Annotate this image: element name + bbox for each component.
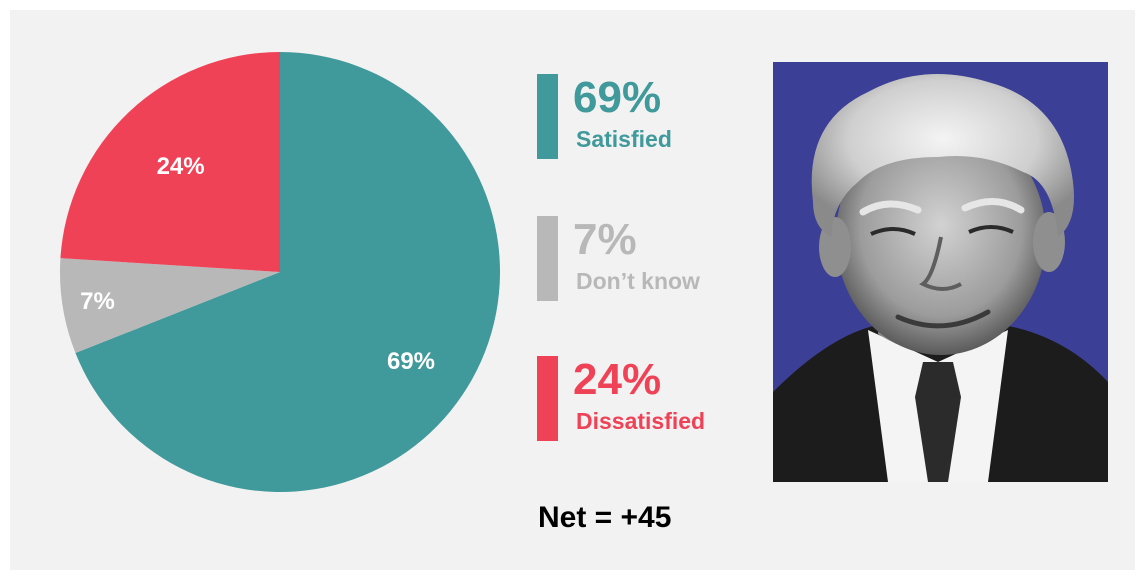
nose [919,236,962,291]
legend-label-dissatisfied: Dissatisfied [576,408,706,434]
legend-swatch-satisfied [537,74,558,159]
portrait-illustration [773,62,1108,482]
pie-slice-satisfied [75,52,501,492]
legend-percent-dissatisfied: 24% [573,355,662,404]
left-brow [859,200,922,216]
pie-label-dissatisfied: 24% [157,153,205,180]
net-score: Net = +45 [538,501,672,534]
left-eye [870,227,916,236]
hair-shape [811,74,1074,237]
legend-label-dont-know: Don’t know [576,268,700,294]
pie-slice-dont-know [60,258,281,353]
pie-label-dont-know: 7% [80,288,115,315]
pie-slice-dissatisfied [60,52,281,272]
right-eye [968,225,1014,234]
mouth [895,309,991,329]
pie-label-satisfied: 69% [387,348,435,375]
right-brow [961,198,1025,214]
legend-percent-satisfied: 69% [573,73,662,122]
legend-swatch-dont-know [537,216,558,301]
portrait-photo [773,62,1108,482]
legend-swatch-dissatisfied [537,356,558,441]
legend-percent-dont-know: 7% [573,215,637,264]
tie-shape [915,362,961,482]
legend-label-satisfied: Satisfied [576,126,672,152]
